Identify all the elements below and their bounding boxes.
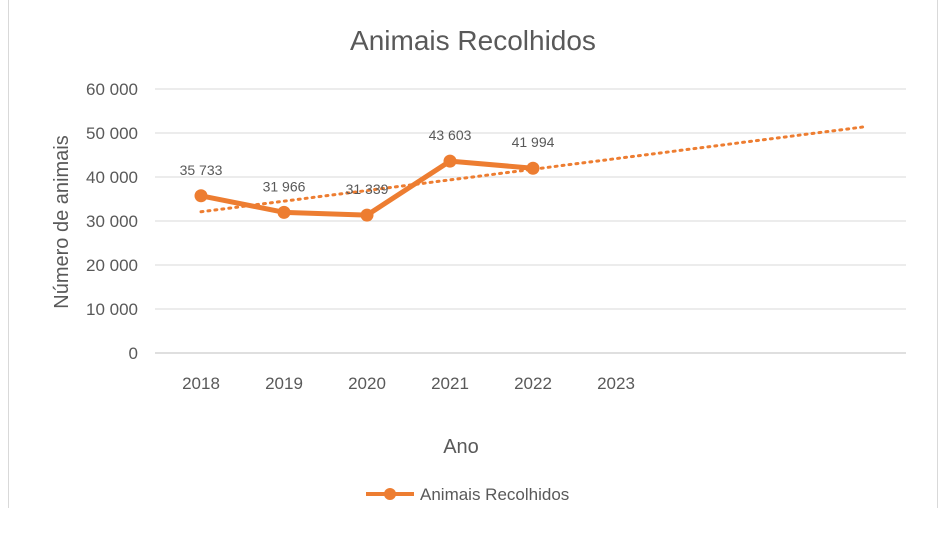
x-tick-label: 2018 xyxy=(182,374,220,393)
x-tick-label: 2020 xyxy=(348,374,386,393)
data-point xyxy=(443,154,457,168)
data-label: 35 733 xyxy=(180,162,223,178)
y-tick-label: 20 000 xyxy=(86,256,138,275)
y-tick-label: 10 000 xyxy=(86,300,138,319)
chart-title: Animais Recolhidos xyxy=(350,25,596,56)
chart-frame xyxy=(8,0,938,508)
data-point xyxy=(360,208,374,222)
y-tick-label: 40 000 xyxy=(86,168,138,187)
data-label: 41 994 xyxy=(512,134,555,150)
x-tick-label: 2021 xyxy=(431,374,469,393)
x-tick-label: 2019 xyxy=(265,374,303,393)
y-tick-label: 50 000 xyxy=(86,124,138,143)
y-tick-label: 60 000 xyxy=(86,80,138,99)
data-label: 31 966 xyxy=(263,178,306,194)
legend-marker-swatch xyxy=(384,488,396,500)
x-tick-label: 2023 xyxy=(597,374,635,393)
data-series xyxy=(194,154,540,222)
y-tick-label: 0 xyxy=(129,344,138,363)
data-point xyxy=(194,189,208,203)
gridlines xyxy=(155,88,906,354)
x-axis-title: Ano xyxy=(443,436,479,458)
x-axis-ticks: 2018 2019 2020 2021 2022 2023 xyxy=(182,374,635,393)
data-point xyxy=(526,161,540,175)
legend: Animais Recolhidos xyxy=(366,485,569,504)
data-label: 31 339 xyxy=(346,181,389,197)
data-labels: 35 733 31 966 31 339 43 603 41 994 xyxy=(180,127,555,197)
data-label: 43 603 xyxy=(429,127,472,143)
y-axis-ticks: 0 10 000 20 000 30 000 40 000 50 000 60 000 xyxy=(86,80,138,363)
x-tick-label: 2022 xyxy=(514,374,552,393)
data-point xyxy=(277,205,291,219)
legend-label: Animais Recolhidos xyxy=(420,485,569,504)
y-axis-title: Número de animais xyxy=(51,135,73,308)
y-tick-label: 30 000 xyxy=(86,212,138,231)
